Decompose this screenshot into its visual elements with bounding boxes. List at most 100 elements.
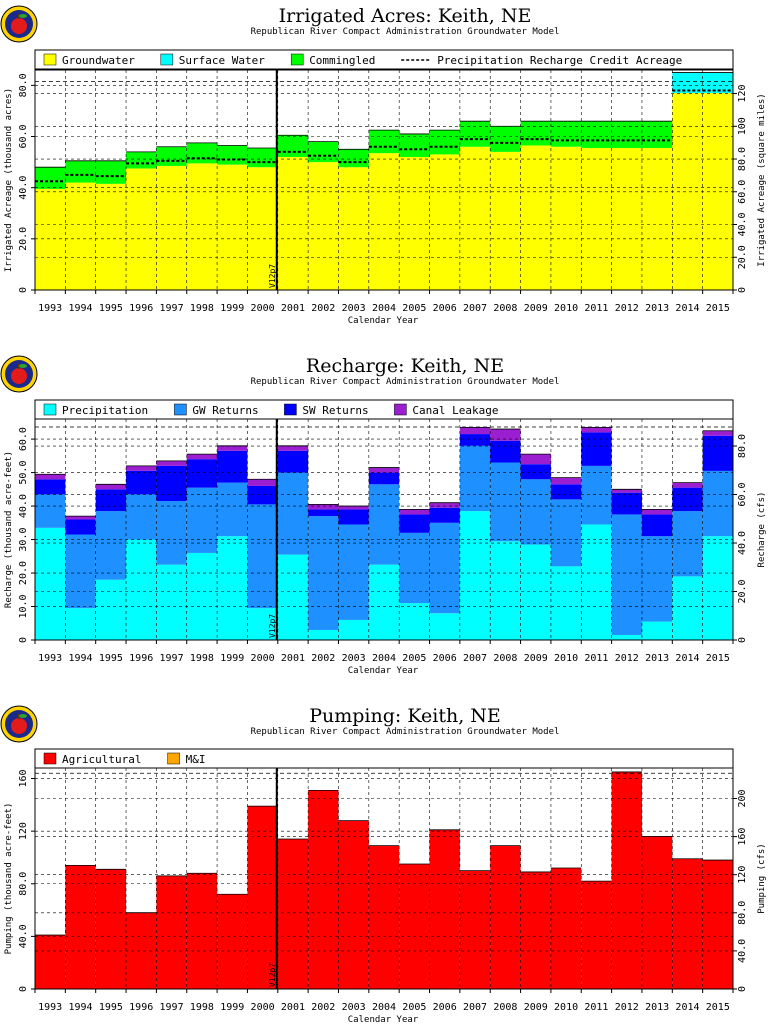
bar <box>308 629 339 640</box>
bar <box>581 427 612 433</box>
bar <box>429 829 460 989</box>
bar <box>217 164 248 290</box>
x-tick-label: 2000 <box>251 653 275 664</box>
legend: Groundwater Surface Water Commingled Precip… <box>34 49 734 70</box>
y2-tick-label: 0 <box>737 637 748 643</box>
x-tick-label: 2010 <box>554 1002 578 1013</box>
bar <box>490 845 521 989</box>
x-tick-label: 1998 <box>190 1002 214 1013</box>
bar <box>459 511 491 640</box>
bar <box>672 576 703 640</box>
bar <box>459 427 491 435</box>
bar <box>702 860 733 989</box>
bar <box>186 873 218 989</box>
bar <box>186 454 218 460</box>
x-tick-label: 1994 <box>68 1002 92 1013</box>
y-tick-label: 10.0 <box>18 594 29 618</box>
x-tick-label: 2001 <box>281 653 305 664</box>
bar <box>702 72 733 94</box>
x-tick-label: 1994 <box>68 303 92 314</box>
y-tick-label: 50.0 <box>18 461 29 485</box>
logo-apple <box>11 18 27 34</box>
bar <box>186 163 218 290</box>
bar <box>550 484 582 500</box>
bar <box>308 504 339 510</box>
bar <box>368 472 400 485</box>
marker-label: V12p7 <box>268 963 277 987</box>
bar <box>490 440 521 463</box>
bar <box>399 603 430 640</box>
x-tick-label: 1993 <box>38 653 62 664</box>
bar <box>581 148 612 290</box>
bar <box>611 514 642 635</box>
x-tick-label: 2010 <box>554 303 578 314</box>
x-tick-label: 2015 <box>706 1002 730 1013</box>
y2-axis-label: Pumping (cfs) <box>757 843 767 913</box>
bar <box>429 502 460 508</box>
y-tick-label: 20.0 <box>18 227 29 251</box>
x-tick-label: 2003 <box>342 303 366 314</box>
marker-label: V12p7 <box>268 614 277 638</box>
bar <box>156 165 187 290</box>
bar <box>641 121 673 149</box>
bar <box>217 482 248 537</box>
bar <box>217 536 248 640</box>
bar <box>611 148 642 290</box>
bar <box>156 146 187 166</box>
x-tick-label: 1995 <box>99 1002 123 1013</box>
bar <box>399 864 430 989</box>
bar <box>520 871 551 989</box>
bar <box>581 881 612 989</box>
y2-tick-label: 0 <box>737 986 748 992</box>
x-tick-label: 2008 <box>493 1002 517 1013</box>
bar <box>65 534 96 609</box>
x-tick-label: 2005 <box>402 653 426 664</box>
bar <box>186 552 218 640</box>
legend-swatch <box>43 403 57 416</box>
chart-title: Pumping: Keith, NE <box>309 705 501 727</box>
bar <box>217 145 248 165</box>
x-tick-label: 1997 <box>160 303 184 314</box>
bar <box>277 156 309 290</box>
bar <box>277 445 309 451</box>
x-tick-label: 1998 <box>190 653 214 664</box>
bar <box>520 464 551 480</box>
bar <box>35 188 66 290</box>
bar <box>186 142 218 164</box>
x-tick-label: 2013 <box>645 1002 669 1013</box>
y2-tick-label: 40.0 <box>737 939 748 963</box>
gridlines <box>35 419 733 640</box>
bar <box>338 167 369 290</box>
bar <box>459 870 491 989</box>
x-tick-label: 1996 <box>129 303 153 314</box>
bar <box>611 489 642 493</box>
bar <box>399 133 430 157</box>
bar <box>277 554 309 640</box>
bar <box>641 148 673 290</box>
bar <box>95 484 127 490</box>
bar <box>247 608 278 640</box>
x-tick-label: 2008 <box>493 653 517 664</box>
x-tick-label: 2002 <box>311 1002 335 1013</box>
bar <box>217 450 248 483</box>
bar <box>95 579 127 640</box>
bar <box>490 151 521 290</box>
bar <box>611 121 642 149</box>
bar <box>550 566 582 640</box>
y2-tick-label: 120 <box>737 85 748 103</box>
chart-title: Recharge: Keith, NE <box>306 355 504 377</box>
bar <box>126 151 157 169</box>
x-tick-label: 2000 <box>251 303 275 314</box>
marker-label: V12p7 <box>268 264 277 288</box>
bar <box>95 160 127 184</box>
logo-stem <box>18 714 20 719</box>
bar <box>338 820 369 989</box>
x-tick-label: 2011 <box>584 1002 608 1013</box>
bar <box>65 516 96 520</box>
logo-stem <box>18 14 20 19</box>
x-tick-label: 1999 <box>220 303 244 314</box>
y2-tick-label: 60.0 <box>737 180 748 204</box>
y2-tick-label: 0 <box>737 287 748 293</box>
